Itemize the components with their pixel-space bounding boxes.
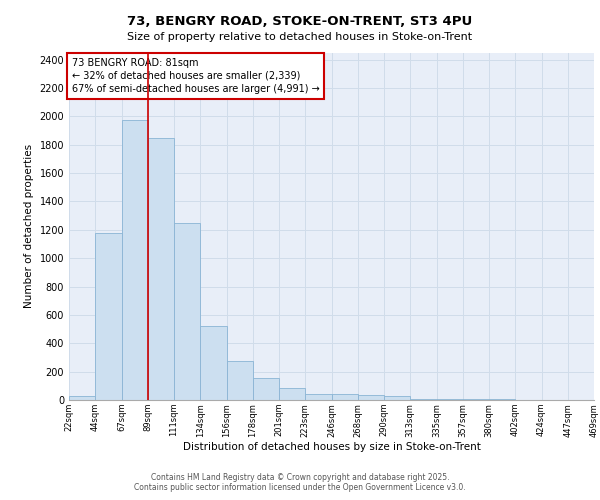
Bar <box>279 388 305 400</box>
Bar <box>358 395 384 400</box>
Bar <box>384 396 410 400</box>
Bar <box>331 394 358 400</box>
Bar <box>200 326 227 400</box>
X-axis label: Distribution of detached houses by size in Stoke-on-Trent: Distribution of detached houses by size … <box>182 442 481 452</box>
Text: Contains HM Land Registry data © Crown copyright and database right 2025.
Contai: Contains HM Land Registry data © Crown c… <box>134 473 466 492</box>
Bar <box>174 222 200 400</box>
Text: 73 BENGRY ROAD: 81sqm
← 32% of detached houses are smaller (2,339)
67% of semi-d: 73 BENGRY ROAD: 81sqm ← 32% of detached … <box>71 58 319 94</box>
Text: Size of property relative to detached houses in Stoke-on-Trent: Size of property relative to detached ho… <box>127 32 473 42</box>
Bar <box>227 361 253 400</box>
Text: 73, BENGRY ROAD, STOKE-ON-TRENT, ST3 4PU: 73, BENGRY ROAD, STOKE-ON-TRENT, ST3 4PU <box>127 15 473 28</box>
Y-axis label: Number of detached properties: Number of detached properties <box>24 144 34 308</box>
Bar <box>95 234 121 400</box>
Bar <box>253 378 279 400</box>
Bar <box>121 120 148 400</box>
Bar <box>69 396 95 400</box>
Bar <box>148 138 174 400</box>
Bar <box>305 394 331 400</box>
